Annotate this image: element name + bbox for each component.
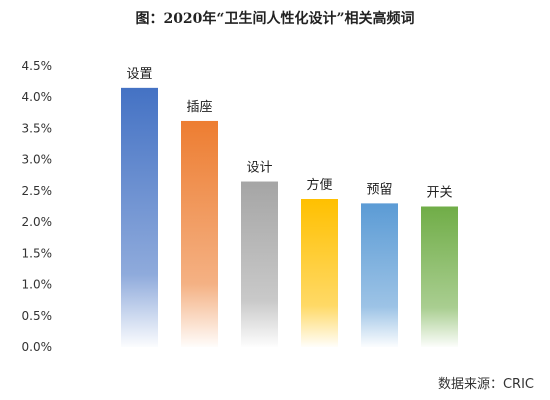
chart-title: 图：2020年“卫生间人性化设计”相关高频词	[135, 11, 415, 27]
bar-5	[361, 203, 398, 347]
y-tick-label: 0.5%	[22, 309, 53, 323]
y-tick-label: 3.5%	[22, 121, 53, 135]
bar-category-label: 方便	[306, 177, 332, 193]
data-source-note: 数据来源：CRIC	[437, 377, 534, 392]
bar-category-label: 设置	[126, 67, 152, 82]
y-tick-label: 2.5%	[22, 184, 53, 198]
bar-category-label: 开关	[426, 186, 452, 201]
y-tick-label: 4.0%	[22, 90, 53, 104]
y-tick-label: 1.0%	[22, 278, 53, 292]
bar-category-label: 插座	[186, 100, 212, 115]
y-tick-label: 4.5%	[22, 59, 53, 73]
bars-group	[121, 87, 458, 347]
bar-category-label: 预留	[366, 182, 392, 197]
y-tick-label: 1.5%	[22, 246, 53, 260]
bar-2	[181, 120, 218, 347]
y-axis-tick-labels: 0.0% 0.5% 1.0% 1.5% 2.0% 2.5% 3.0% 3.5% 4.0% 4.5%	[22, 59, 53, 354]
y-tick-label: 3.0%	[22, 153, 53, 167]
bar-4	[301, 199, 338, 347]
bar-3	[241, 181, 278, 347]
bar-6	[421, 206, 458, 347]
bar-1	[121, 87, 158, 347]
y-tick-label: 0.0%	[22, 340, 53, 354]
bar-category-label: 设计	[246, 161, 272, 176]
y-tick-label: 2.0%	[22, 215, 53, 229]
